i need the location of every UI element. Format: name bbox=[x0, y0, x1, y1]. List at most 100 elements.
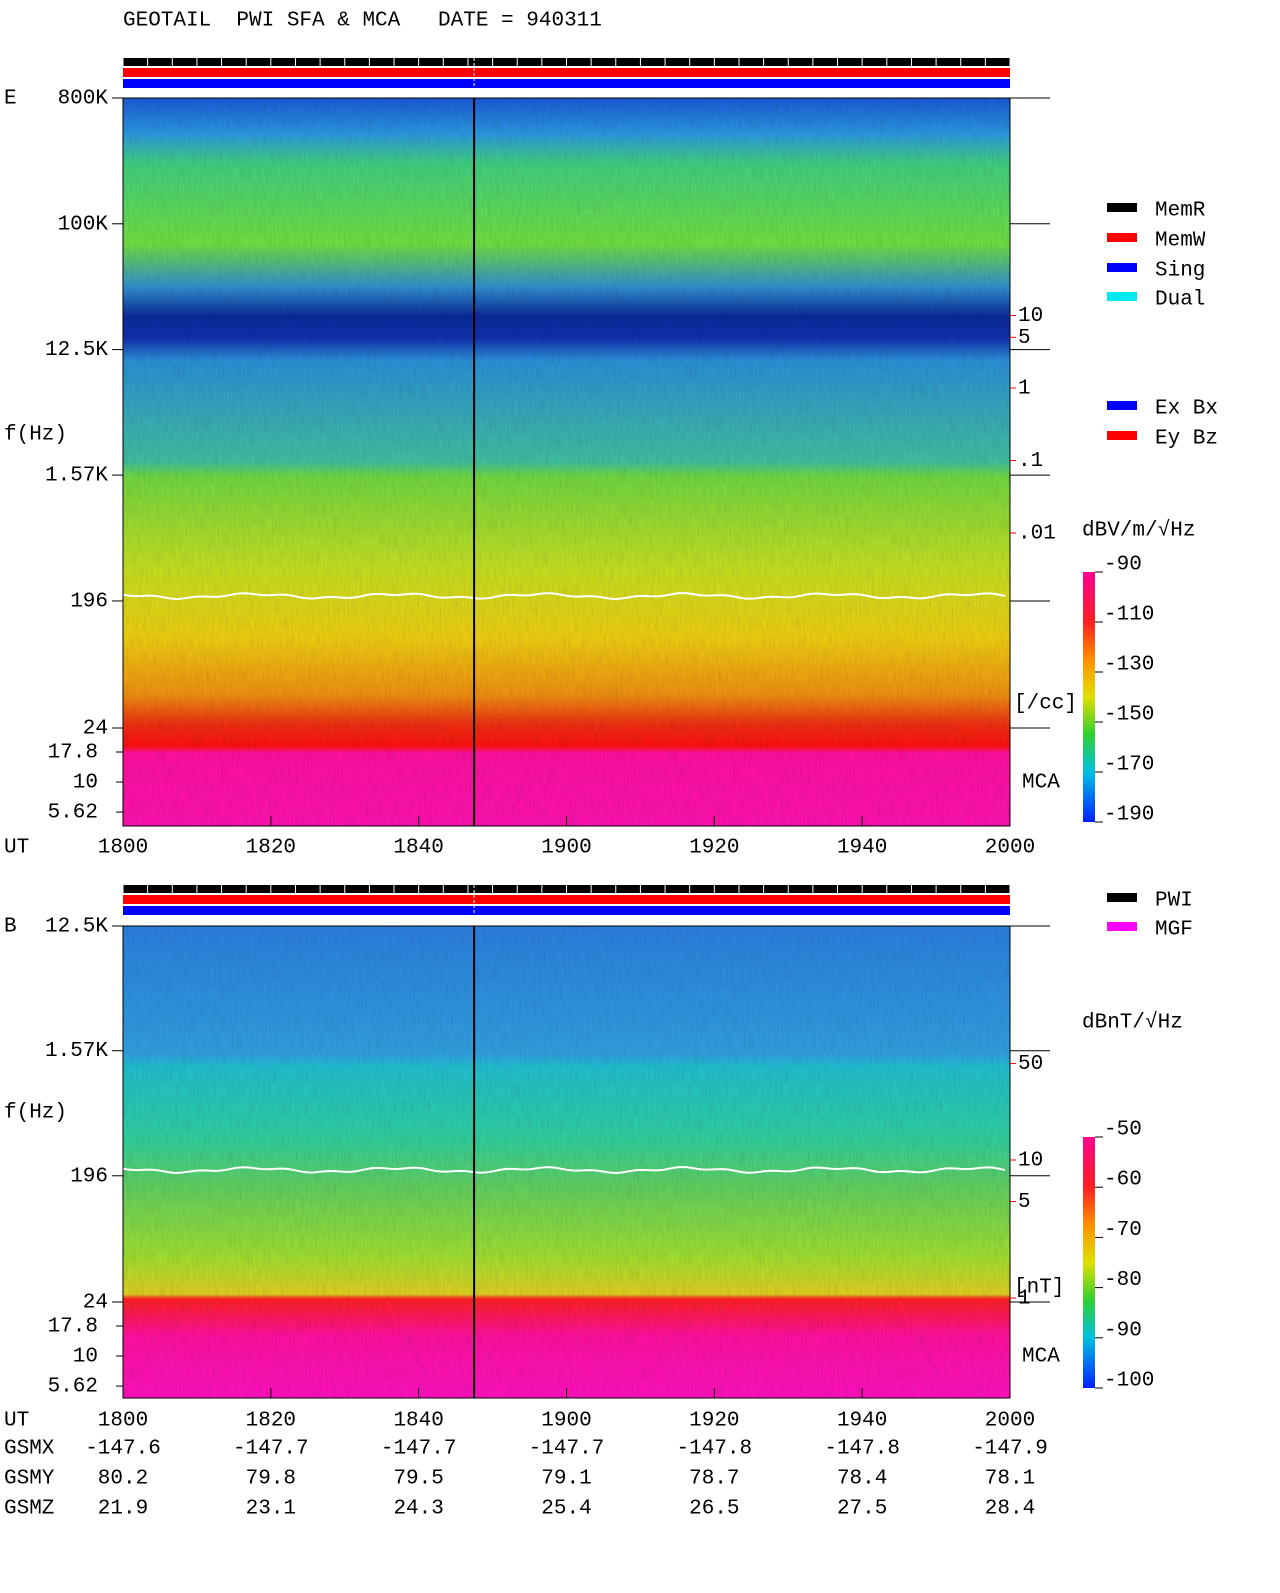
colorbar-tick-label: -50 bbox=[1104, 1119, 1142, 1142]
x-tick-label: 1940 bbox=[837, 1410, 887, 1433]
x-tick-label: 1940 bbox=[837, 837, 887, 860]
colorbar bbox=[1083, 1137, 1095, 1388]
side-scale-label: .01 bbox=[1018, 523, 1056, 546]
legend-label: MemR bbox=[1155, 200, 1206, 223]
ephemeris-value: 28.4 bbox=[985, 1498, 1035, 1521]
side-scale-label: .1 bbox=[1018, 450, 1043, 473]
x-tick-label: 1900 bbox=[541, 837, 591, 860]
legend-label: MemW bbox=[1155, 230, 1206, 253]
side-scale-label: 10 bbox=[1018, 1150, 1043, 1173]
colorbar-tick-label: -60 bbox=[1104, 1169, 1142, 1192]
colorbar-tick-label: -70 bbox=[1104, 1219, 1142, 1242]
status-bar bbox=[123, 68, 1010, 77]
status-bar bbox=[123, 895, 1010, 904]
legend-label: Sing bbox=[1155, 260, 1205, 283]
ephemeris-value: 78.4 bbox=[837, 1468, 887, 1491]
status-bar bbox=[123, 906, 1010, 915]
colorbar-title: dBnT/√Hz bbox=[1082, 1011, 1183, 1035]
chart-title: GEOTAIL PWI SFA & MCA DATE = 940311 bbox=[123, 10, 602, 33]
side-scale-label: 50 bbox=[1018, 1053, 1043, 1076]
legend-label: Ey Bz bbox=[1155, 428, 1218, 451]
colorbar-tick-label: -100 bbox=[1104, 1370, 1154, 1393]
side-scale-label: 5 bbox=[1018, 327, 1031, 350]
x-tick-label: 2000 bbox=[985, 1410, 1035, 1433]
y-tick-label: 196 bbox=[70, 591, 108, 614]
legend-swatch bbox=[1107, 233, 1137, 242]
x-axis-label: UT bbox=[4, 1410, 29, 1433]
ephemeris-value: -147.6 bbox=[85, 1438, 161, 1461]
cyclotron-line bbox=[122, 592, 1006, 600]
colorbar-tick-label: -150 bbox=[1104, 704, 1154, 727]
ephemeris-value: 25.4 bbox=[541, 1498, 591, 1521]
x-tick-label: 1840 bbox=[393, 837, 443, 860]
mca-channel-label: 10 bbox=[73, 772, 98, 795]
y-tick-label: 24 bbox=[83, 718, 108, 741]
ephemeris-value: 80.2 bbox=[98, 1468, 148, 1491]
x-tick-label: 1920 bbox=[689, 837, 739, 860]
colorbar-tick-label: -190 bbox=[1104, 804, 1154, 827]
y-tick-label: 12.5K bbox=[45, 339, 108, 362]
colorbar-title: dBV/m/√Hz bbox=[1082, 519, 1195, 543]
colorbar-tick-label: -110 bbox=[1104, 604, 1154, 627]
ephemeris-value: 23.1 bbox=[246, 1498, 296, 1521]
y-axis-label: f(Hz) bbox=[4, 424, 67, 447]
ephemeris-value: 24.3 bbox=[393, 1498, 443, 1521]
y-tick-label: 1.57K bbox=[45, 465, 108, 488]
colorbar-tick-label: -90 bbox=[1104, 1319, 1142, 1342]
x-tick-label: 2000 bbox=[985, 837, 1035, 860]
side-scale-label: 10 bbox=[1018, 305, 1043, 328]
colorbar-tick-label: -80 bbox=[1104, 1269, 1142, 1292]
y-tick-label: 800K bbox=[58, 88, 109, 111]
mca-channel-label: 17.8 bbox=[48, 1316, 98, 1339]
y-tick-label: 24 bbox=[83, 1292, 108, 1315]
legend-label: MGF bbox=[1155, 919, 1193, 942]
mca-channel-label: 5.62 bbox=[48, 802, 98, 825]
mca-label: MCA bbox=[1022, 772, 1060, 795]
spectrogram-texture bbox=[123, 98, 1010, 826]
ephemeris-value: 79.8 bbox=[246, 1468, 296, 1491]
cyclotron-line bbox=[122, 1166, 1006, 1174]
ephemeris-value: -147.9 bbox=[972, 1438, 1048, 1461]
y-tick-label: 100K bbox=[58, 213, 109, 236]
y-tick-label: 196 bbox=[70, 1165, 108, 1188]
side-scale-unit: [nT] bbox=[1014, 1277, 1064, 1300]
legend-label: Dual bbox=[1155, 289, 1205, 312]
legend-swatch bbox=[1107, 893, 1137, 902]
ephemeris-value: 79.1 bbox=[541, 1468, 591, 1491]
x-tick-label: 1800 bbox=[98, 837, 148, 860]
spectrogram-texture bbox=[123, 926, 1010, 1398]
mca-channel-label: 10 bbox=[73, 1346, 98, 1369]
y-axis-label: f(Hz) bbox=[4, 1102, 67, 1125]
x-tick-label: 1840 bbox=[393, 1410, 443, 1433]
ephemeris-label: GSMX bbox=[4, 1438, 55, 1461]
legend-label: Ex Bx bbox=[1155, 398, 1218, 421]
ephemeris-value: 26.5 bbox=[689, 1498, 739, 1521]
mca-channel-label: 17.8 bbox=[48, 742, 98, 765]
legend-swatch bbox=[1107, 203, 1137, 212]
legend-swatch bbox=[1107, 292, 1137, 301]
colorbar-tick-label: -130 bbox=[1104, 654, 1154, 677]
side-scale-label: 1 bbox=[1018, 1288, 1031, 1311]
ephemeris-value: -147.8 bbox=[824, 1438, 900, 1461]
ephemeris-value: -147.7 bbox=[529, 1438, 605, 1461]
ephemeris-label: GSMY bbox=[4, 1468, 55, 1491]
y-tick-label: 12.5K bbox=[45, 916, 108, 939]
ephemeris-value: 78.1 bbox=[985, 1468, 1035, 1491]
status-bar bbox=[123, 79, 1010, 88]
ephemeris-label: GSMZ bbox=[4, 1498, 54, 1521]
side-scale-label: 5 bbox=[1018, 1191, 1031, 1214]
side-scale-unit: [/cc] bbox=[1014, 693, 1077, 716]
panel-label: B bbox=[4, 916, 17, 939]
ephemeris-value: 27.5 bbox=[837, 1498, 887, 1521]
x-axis-label: UT bbox=[4, 837, 29, 860]
panel-label: E bbox=[4, 88, 17, 111]
ephemeris-value: 78.7 bbox=[689, 1468, 739, 1491]
y-tick-label: 1.57K bbox=[45, 1040, 108, 1063]
x-tick-label: 1920 bbox=[689, 1410, 739, 1433]
ephemeris-value: -147.7 bbox=[233, 1438, 309, 1461]
x-tick-label: 1900 bbox=[541, 1410, 591, 1433]
x-tick-label: 1820 bbox=[246, 837, 296, 860]
legend-swatch bbox=[1107, 922, 1137, 931]
x-tick-label: 1800 bbox=[98, 1410, 148, 1433]
